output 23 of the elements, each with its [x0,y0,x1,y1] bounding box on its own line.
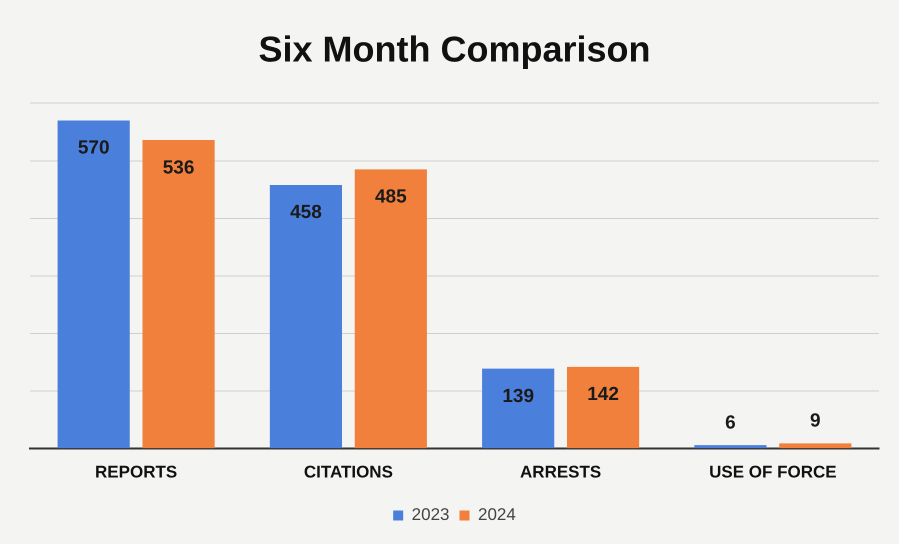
data-label: 458 [290,202,322,224]
data-label: 536 [162,157,194,178]
x-tick-label: CITATIONS [304,462,393,482]
bar [482,368,554,448]
bar [58,120,130,448]
bar [694,445,767,448]
legend-label: 2024 [478,505,516,524]
bar [354,169,427,448]
data-label: 485 [374,186,408,208]
x-tick-label: USE OF FORCE [709,462,837,482]
bar [142,140,215,448]
x-tick-label: REPORTS [95,462,178,482]
data-label: 139 [502,386,534,407]
x-tick-label: ARRESTS [520,462,602,482]
data-label: 570 [78,138,110,159]
bar [270,184,342,448]
chart-title: Six Month Comparison [258,28,651,70]
legend-label: 2023 [412,505,450,524]
data-label: 142 [587,384,619,406]
bar [566,366,640,448]
data-label: 6 [725,412,736,434]
bar [779,443,852,448]
data-label: 9 [810,410,821,432]
